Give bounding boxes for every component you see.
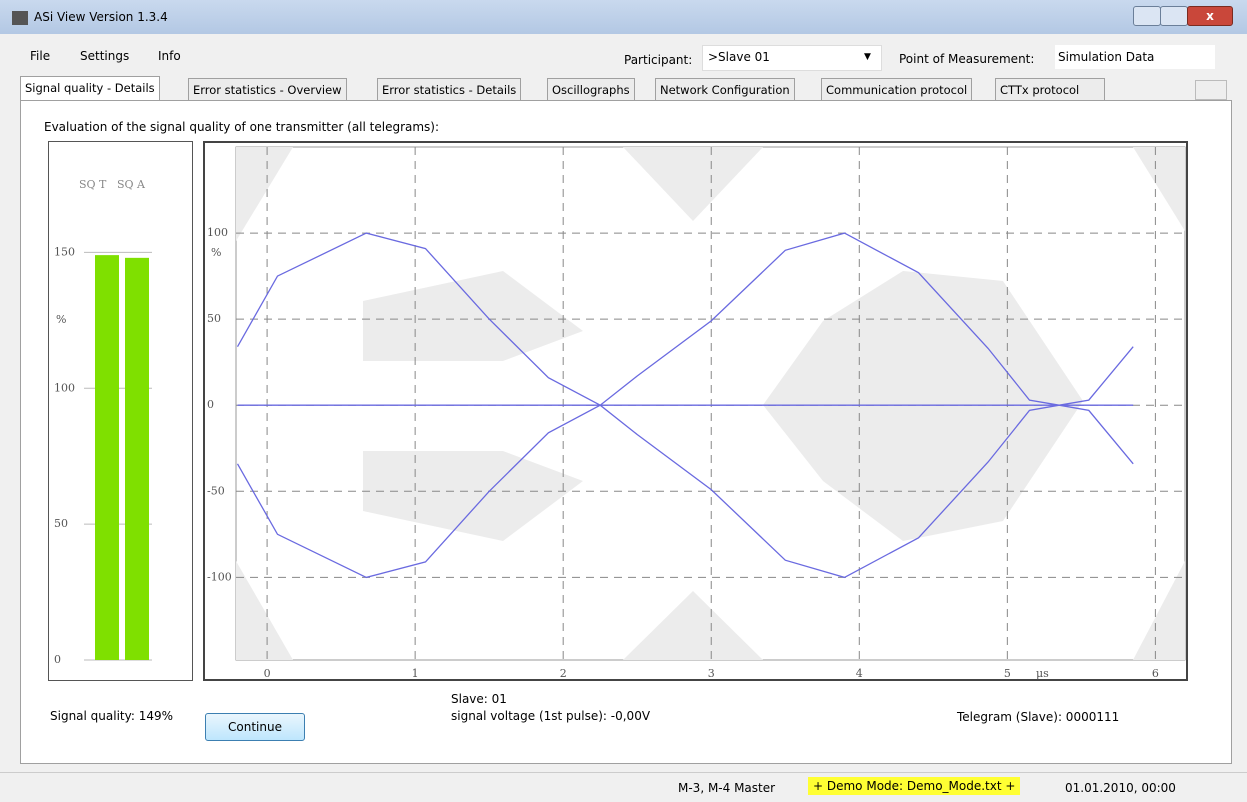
x-tick-label: 1: [412, 667, 419, 680]
y-tick-label: 100: [54, 381, 75, 394]
line-chart: -100 -50 0 50 100 0 1 2 3 4 5 6% μs: [203, 141, 1188, 681]
bar-chart: 0 50 100 150% SQ T SQ A: [48, 141, 193, 681]
x-tick-label: 6: [1152, 667, 1159, 680]
frame: [48, 141, 193, 681]
tab[interactable]: Communication protocol: [821, 78, 973, 100]
y-tick-label: -50: [207, 484, 225, 497]
y-unit: %: [56, 313, 66, 326]
bar: [125, 257, 149, 660]
y-tick-label: 150: [54, 245, 75, 258]
signal-quality: Signal quality: 149%: [50, 709, 174, 723]
x-tick-label: 2: [560, 667, 567, 680]
voltage-info: signal voltage (1st pulse): -0,00V: [451, 709, 651, 723]
y-tick-label: 0: [207, 398, 214, 411]
slave-info: Slave: 01: [451, 692, 507, 706]
tab[interactable]: Oscillographs: [547, 78, 635, 100]
minimize-button[interactable]: [1133, 6, 1161, 26]
x-tick-label: 4: [856, 667, 863, 680]
signal-line: [236, 232, 1134, 579]
measurement-field: [1055, 45, 1215, 69]
dropdown-arrow: ▼: [864, 52, 871, 62]
app-icon: [12, 11, 28, 25]
participant-value: >Slave 01: [708, 50, 770, 64]
measurement-value: Simulation Data: [1058, 50, 1155, 64]
tab[interactable]: Error statistics - Details: [377, 78, 522, 100]
y-tick-label: 0: [54, 653, 61, 666]
participant-label: Participant:: [624, 53, 693, 67]
menu-item[interactable]: Settings: [80, 49, 130, 63]
menu-item[interactable]: File: [30, 49, 51, 63]
measurement-label: Point of Measurement:: [899, 52, 1035, 66]
y-tick-label: 50: [54, 517, 68, 530]
y-tick-label: 50: [207, 312, 221, 325]
x-unit: μs: [1036, 667, 1049, 680]
y-tick-label: -100: [207, 570, 232, 583]
participant-select[interactable]: [702, 45, 882, 71]
tab[interactable]: Error statistics - Overview: [188, 78, 347, 100]
status-bar: [0, 772, 1247, 802]
tab[interactable]: Network Configuration: [655, 78, 795, 100]
category-label: SQ T: [79, 178, 107, 191]
y-unit: %: [211, 246, 221, 259]
bar: [95, 255, 119, 660]
close-button[interactable]: x: [1187, 6, 1233, 26]
menu-item[interactable]: Info: [158, 49, 181, 63]
window-title: ASi View Version 1.3.4: [34, 10, 168, 24]
x-tick-label: 3: [708, 667, 715, 680]
x-tick-label: 5: [1004, 667, 1011, 680]
mask-shapes: [236, 147, 1185, 660]
heading: Evaluation of the signal quality of one …: [44, 120, 440, 134]
tab[interactable]: Signal quality - Details: [20, 76, 160, 101]
tab[interactable]: CTTx protocol: [995, 78, 1105, 100]
signal-line: [236, 232, 1134, 579]
status-mode: M-3, M-4 Master: [678, 781, 776, 795]
category-label: SQ A: [117, 178, 146, 191]
x-tick-label: 0: [264, 667, 271, 680]
telegram-info: Telegram (Slave): 0000111: [957, 710, 1120, 724]
maximize-button[interactable]: [1160, 6, 1188, 26]
status-demo: + Demo Mode: Demo_Mode.txt +: [808, 777, 1021, 795]
tab-scroll[interactable]: [1195, 80, 1227, 100]
status-date: 01.01.2010, 00:00: [1065, 781, 1176, 795]
continue-button[interactable]: Continue: [205, 713, 305, 741]
title-bar: [0, 0, 1247, 34]
y-tick-label: 100: [207, 226, 228, 239]
